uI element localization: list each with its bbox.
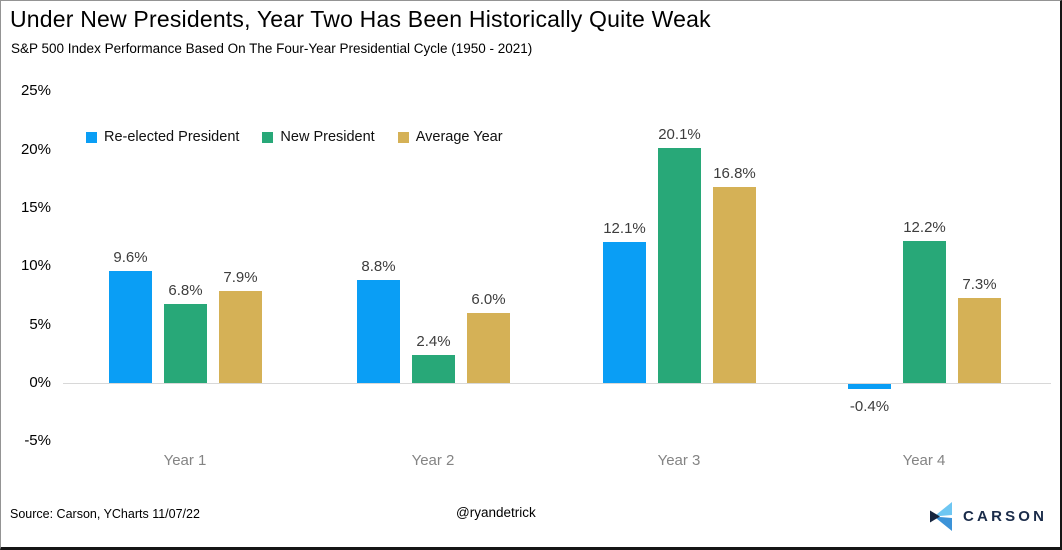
bar-value-label: 6.8%: [168, 281, 203, 299]
chart-subtitle: S&P 500 Index Performance Based On The F…: [11, 41, 533, 56]
bar-value-label: 2.4%: [416, 332, 451, 350]
y-axis-tick-label: 0%: [29, 374, 51, 391]
twitter-handle: @ryandetrick: [456, 505, 536, 520]
y-axis-tick-label: 20%: [20, 140, 51, 158]
x-axis-category-label: Year 1: [163, 452, 207, 469]
bar-average-year-year-3: [713, 186, 756, 383]
bar-average-year-year-4: [958, 297, 1001, 383]
bar-re-elected-president-year-1: [109, 270, 152, 383]
legend: Re-elected President New President Average…: [86, 129, 503, 145]
bar-new-president-year-3: [658, 148, 701, 383]
legend-item-new-president: New President: [262, 129, 375, 145]
bar-average-year-year-1: [219, 290, 262, 383]
bar-average-year-year-2: [467, 312, 510, 383]
bar-value-label: 20.1%: [658, 126, 701, 144]
bar-re-elected-president-year-4: [848, 384, 891, 389]
y-axis-tick-label: 25%: [20, 82, 51, 100]
chart-title: Under New Presidents, Year Two Has Been …: [10, 6, 711, 32]
bar-new-president-year-2: [412, 354, 455, 383]
bar-value-label: 9.6%: [113, 248, 148, 266]
brand-logo: CARSON: [930, 502, 1047, 531]
bar-re-elected-president-year-2: [357, 280, 400, 383]
legend-label: New President: [280, 129, 375, 145]
brand-name: CARSON: [963, 508, 1048, 525]
bar-value-label: 16.8%: [713, 164, 756, 182]
source-note: Source: Carson, YCharts 11/07/22: [10, 507, 200, 521]
bar-value-label: 12.1%: [603, 219, 646, 237]
legend-swatch-icon: [397, 131, 409, 143]
bar-value-label: 8.8%: [361, 258, 396, 276]
legend-item-re-elected-president: Re-elected President: [86, 129, 239, 145]
x-axis-category-label: Year 3: [657, 452, 701, 469]
y-axis-tick-label: 5%: [29, 315, 51, 333]
bar-re-elected-president-year-3: [603, 241, 646, 383]
bar-value-label: 7.9%: [223, 268, 258, 286]
x-axis-category-label: Year 4: [902, 452, 946, 469]
bar-value-label: 6.0%: [471, 290, 506, 308]
y-axis-tick-label: -5%: [24, 432, 51, 450]
bar-value-label: 12.2%: [903, 218, 946, 236]
bar-new-president-year-4: [903, 240, 946, 383]
y-axis-tick-label: 15%: [20, 198, 51, 216]
legend-item-average-year: Average Year: [397, 129, 503, 145]
legend-swatch-icon: [262, 131, 274, 143]
bar-value-label: 7.3%: [962, 275, 997, 293]
carson-logo-icon: [930, 502, 952, 531]
legend-label: Re-elected President: [104, 129, 240, 145]
bar-new-president-year-1: [164, 303, 207, 383]
y-axis-tick-label: 10%: [20, 257, 51, 275]
legend-swatch-icon: [86, 131, 97, 143]
bar-value-label: -0.4%: [849, 397, 890, 415]
zero-gridline: [63, 383, 1051, 384]
x-axis-category-label: Year 2: [411, 452, 455, 469]
legend-label: Average Year: [415, 129, 503, 145]
